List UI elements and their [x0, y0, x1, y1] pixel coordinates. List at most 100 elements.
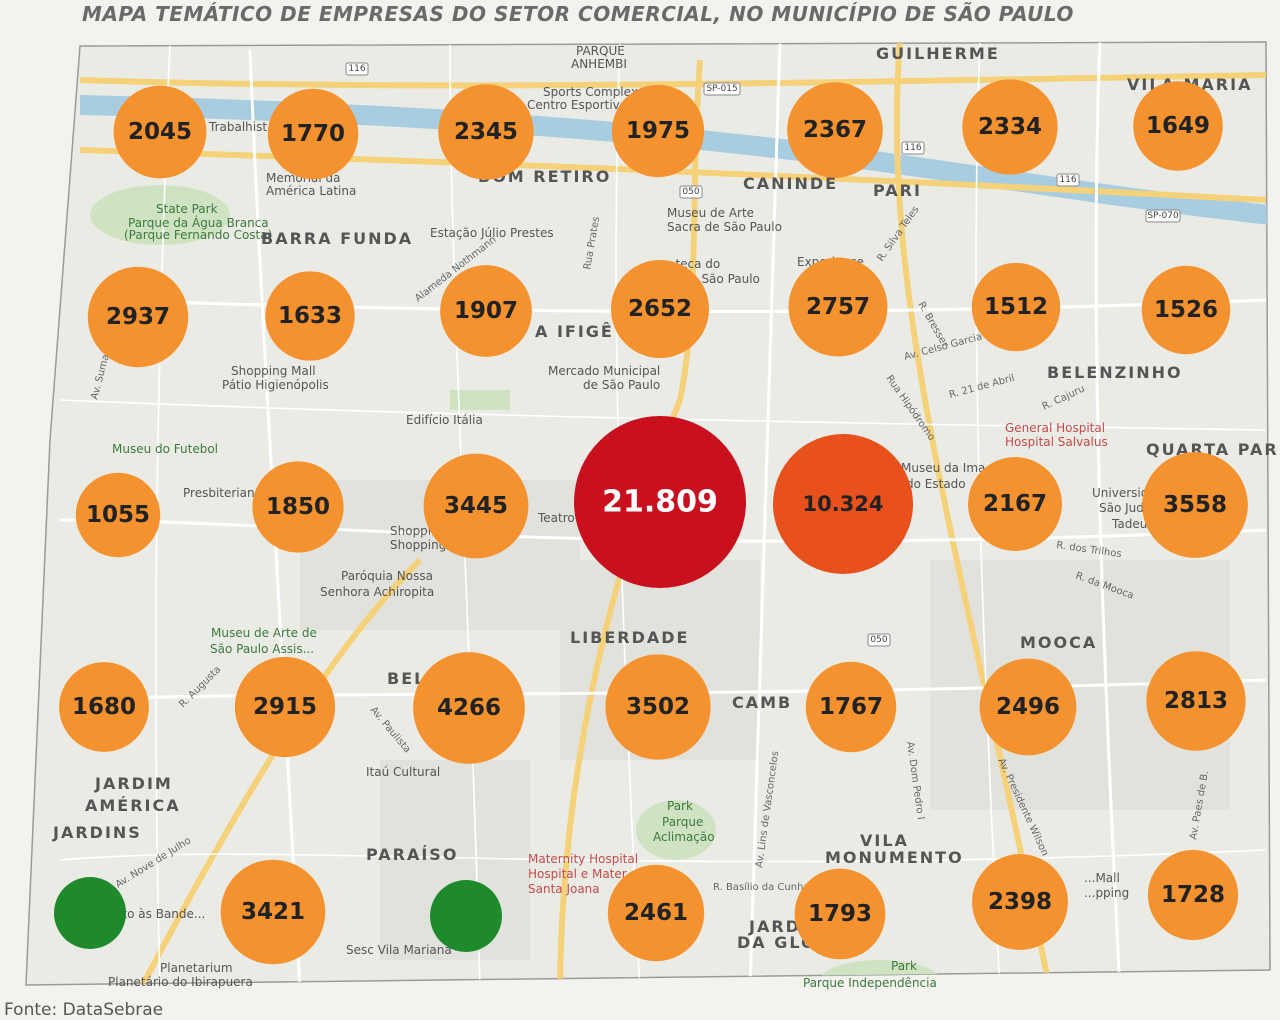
bubble-marker[interactable]	[607, 864, 705, 962]
district-label: PARI	[873, 181, 922, 200]
bubble-value-label: 1728	[1161, 882, 1225, 908]
district-label: LIBERDADE	[570, 628, 689, 647]
bubble-marker[interactable]	[971, 262, 1061, 352]
bubble-value-label: 1633	[278, 303, 342, 329]
poi-label: América Latina	[266, 184, 356, 198]
bubble-marker[interactable]	[787, 82, 883, 178]
bubble-marker[interactable]	[252, 461, 344, 553]
bubble-marker[interactable]	[423, 453, 529, 559]
bubble-value-label: 10.324	[802, 492, 883, 516]
street-label: R. Basílio da Cunha	[713, 881, 810, 893]
poi-label: Museu de Arte de	[211, 626, 317, 640]
poi-label: Presbiteriana	[183, 486, 262, 500]
bubble-marker[interactable]	[968, 457, 1062, 551]
bubble-marker[interactable]	[59, 662, 149, 752]
bubble-value-label: 2167	[983, 491, 1047, 517]
poi-label: Parque Independência	[803, 976, 937, 990]
svg-text:SP-070: SP-070	[1147, 211, 1179, 221]
bubble-value-label: 2345	[454, 119, 518, 145]
bubble-marker[interactable]	[265, 271, 355, 361]
bubble-marker[interactable]	[113, 85, 207, 179]
poi-label: Pátio Higienópolis	[222, 378, 329, 392]
poi-label: Park	[891, 959, 917, 973]
bubble-marker[interactable]	[438, 84, 534, 180]
district-label: JARDIM	[94, 774, 173, 793]
poi-label: General Hospital	[1005, 421, 1105, 435]
park-aclimacao	[636, 800, 716, 860]
route-shield-116b: 116	[901, 141, 925, 155]
poi-label: Teatro	[537, 511, 575, 525]
district-label: CAMB	[732, 693, 792, 712]
poi-label: Sesc Vila Mariana	[346, 943, 452, 957]
poi-label: Hospital e Mater...	[528, 867, 637, 881]
bubble-marker[interactable]	[605, 654, 711, 760]
poi-label: do Estado	[906, 477, 966, 491]
bubble-value-label: 2937	[106, 304, 170, 330]
bubble-marker[interactable]	[1142, 452, 1248, 558]
bubble-marker[interactable]	[962, 79, 1058, 175]
poi-label: Sports Complex	[543, 85, 638, 99]
route-shield-116: 116	[345, 62, 369, 76]
bubble-marker[interactable]	[610, 259, 710, 359]
poi-label: Hospital Salvalus	[1005, 435, 1108, 449]
green-marker[interactable]	[430, 880, 502, 952]
bubble-value-label: 1512	[984, 294, 1048, 320]
poi-label: (Parque Fernando Costa)	[124, 228, 272, 242]
bubble-marker[interactable]	[773, 434, 913, 574]
bubble-marker[interactable]	[1141, 265, 1231, 355]
bubble-marker[interactable]	[234, 656, 336, 758]
bubble-value-label: 3445	[444, 493, 508, 519]
poi-label: Parque da Água Branca	[128, 215, 269, 230]
district-label: MOOCA	[1020, 633, 1097, 652]
bubble-marker[interactable]	[440, 265, 532, 357]
poi-label: Edifício Itália	[406, 413, 483, 427]
bubble-value-label: 21.809	[602, 485, 718, 520]
poi-label: ...São Paulo	[690, 272, 760, 286]
district-label: BARRA FUNDA	[261, 229, 413, 248]
bubble-marker[interactable]	[220, 859, 326, 965]
poi-label: Shopping	[390, 538, 446, 552]
district-label: AMÉRICA	[85, 796, 181, 815]
poi-label: ...Mall	[1084, 871, 1120, 885]
bubble-marker[interactable]	[1133, 81, 1223, 171]
bubble-marker[interactable]	[805, 661, 897, 753]
green-marker[interactable]	[54, 877, 126, 949]
poi-label: ...pping	[1084, 886, 1129, 900]
district-label: A IFIGÊ	[535, 322, 614, 341]
bubble-value-label: 1770	[281, 121, 345, 147]
poi-label: Tadeu	[1111, 517, 1147, 531]
district-label: BELENZINHO	[1047, 363, 1183, 382]
poi-label: Parque	[662, 815, 703, 829]
bubble-value-label: 2334	[978, 114, 1042, 140]
bubble-marker[interactable]	[75, 472, 161, 558]
route-shield-050: 050	[679, 185, 703, 199]
poi-label: Planetário do Ibirapuera	[108, 975, 253, 989]
bubble-marker[interactable]	[794, 868, 886, 960]
bubble-value-label: 2652	[628, 296, 692, 322]
bubble-value-label: 2367	[803, 117, 867, 143]
poi-label: São Jud...	[1099, 501, 1155, 515]
bubble-marker[interactable]	[1146, 651, 1246, 751]
bubble-value-label: 2813	[1164, 688, 1228, 714]
poi-label: São Paulo Assis...	[210, 642, 314, 656]
bubble-marker[interactable]	[267, 88, 359, 180]
bubble-marker[interactable]	[788, 257, 888, 357]
bubble-marker[interactable]	[87, 266, 189, 368]
bubble-value-label: 3421	[241, 899, 305, 925]
poi-label: Museu de Arte	[667, 206, 754, 220]
bubble-marker[interactable]	[1147, 849, 1239, 941]
bubble-marker[interactable]	[413, 652, 525, 764]
poi-label: Park	[667, 799, 693, 813]
poi-label: PARQUE	[576, 44, 625, 58]
route-shield-sp070: SP-070	[1145, 209, 1181, 223]
bubble-value-label: 2045	[128, 119, 192, 145]
poi-label: Senhora Achiropita	[320, 585, 434, 599]
bubble-marker[interactable]	[979, 658, 1077, 756]
bubble-markers[interactable]: 2045 1770 2345 1975 2367 2334 1649 2937 1633 1907…	[54, 79, 1248, 965]
route-shield-116c: 116	[1056, 173, 1080, 187]
bubble-marker[interactable]	[574, 416, 746, 588]
bubble-marker[interactable]	[611, 84, 705, 178]
bubble-marker[interactable]	[972, 854, 1068, 950]
bubble-value-label: 1907	[454, 298, 518, 324]
